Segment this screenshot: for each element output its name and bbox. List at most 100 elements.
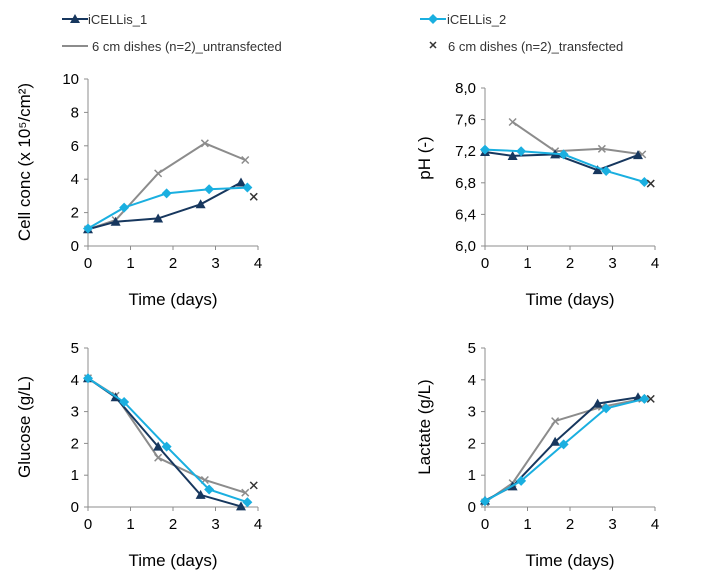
triangle-marker-icon — [70, 14, 80, 23]
y-tick-label: 5 — [468, 340, 476, 357]
y-axis-label: pH (-) — [415, 136, 434, 179]
chart-lactate: 0 1 2 3 4 5 0 1 2 3 4 Time (days) Lactate (g/L) — [415, 340, 659, 570]
y-tick-label: 4 — [468, 372, 476, 389]
data-point-icellis-1 — [236, 177, 246, 187]
y-tick-label: 1 — [468, 467, 476, 484]
chart-cell-conc: 0 2 4 6 8 10 0 1 2 3 4 Time (days) Cell conc (x 10⁵/… — [15, 71, 262, 309]
x-tick-label: 0 — [481, 516, 489, 533]
data-point-icellis-1 — [592, 398, 603, 408]
data-point-icellis-2 — [242, 182, 253, 193]
x-tick-label: 4 — [651, 516, 659, 533]
data-point-icellis-2 — [83, 223, 93, 234]
data-point-icellis-1 — [195, 489, 206, 499]
y-tick-label: 2 — [71, 205, 79, 222]
data-point-untransfected — [200, 139, 209, 148]
data-point-icellis-2 — [558, 439, 569, 450]
x-tick-label: 1 — [523, 516, 531, 533]
x-tick-label: 3 — [608, 255, 616, 272]
y-tick-label: 1 — [71, 467, 79, 484]
data-point-untransfected — [241, 155, 250, 165]
data-point-untransfected — [508, 117, 517, 127]
y-tick-label: 4 — [71, 171, 79, 188]
data-point-icellis-1 — [507, 150, 518, 160]
series-line-untransfected — [484, 397, 643, 504]
data-point-icellis-2 — [601, 165, 612, 176]
series-line-icellis-1 — [87, 377, 242, 508]
data-point-icellis-2 — [558, 149, 569, 160]
data-point-icellis-2 — [119, 397, 130, 408]
data-point-icellis-2 — [242, 497, 253, 508]
legend-entry-untransfected: 6 cm dishes (n=2)_untransfected — [62, 39, 282, 54]
data-point-icellis-1 — [633, 150, 643, 160]
x-tick-label: 1 — [126, 516, 134, 533]
x-tick-label: 1 — [523, 255, 531, 272]
x-axis-label: Time (days) — [525, 290, 614, 309]
data-point-untransfected — [154, 169, 163, 178]
legend-entry-icellis-2: iCELLis_2 — [420, 12, 506, 27]
y-tick-label: 0 — [71, 499, 79, 516]
diamond-marker-icon — [428, 14, 438, 24]
data-point-icellis-2 — [161, 441, 172, 452]
x-tick-label: 0 — [84, 516, 92, 533]
y-axis-label: Cell conc (x 10⁵/cm²) — [15, 83, 34, 241]
data-point-icellis-2 — [204, 484, 215, 495]
data-point-icellis-1 — [153, 213, 164, 223]
legend-entry-icellis-1: iCELLis_1 — [62, 12, 147, 27]
legend: iCELLis_1 iCELLis_2 6 cm dishes (n=2)_un… — [62, 12, 623, 54]
data-point-icellis-2 — [639, 177, 650, 188]
data-point-icellis-1 — [110, 216, 121, 226]
data-point-icellis-1 — [592, 165, 603, 175]
x-axis-label: Time (days) — [128, 551, 217, 570]
data-point-untransfected — [241, 488, 250, 497]
y-tick-label: 8 — [71, 104, 79, 121]
data-point-icellis-2 — [639, 393, 650, 404]
y-axis-label: Lactate (g/L) — [415, 379, 434, 474]
data-point-icellis-2 — [480, 496, 490, 507]
data-point-icellis-1 — [236, 501, 246, 511]
x-tick-label: 2 — [566, 516, 574, 533]
x-tick-label: 2 — [169, 255, 177, 272]
data-point-icellis-2 — [119, 202, 130, 213]
data-point-icellis-2 — [204, 184, 215, 195]
x-tick-label: 0 — [481, 255, 489, 272]
data-point-icellis-2 — [516, 475, 527, 486]
legend-entry-transfected: 6 cm dishes (n=2)_transfected — [429, 39, 623, 54]
y-tick-label: 10 — [62, 71, 79, 88]
y-tick-label: 6,4 — [455, 206, 476, 223]
x-axis-label: Time (days) — [525, 551, 614, 570]
data-point-icellis-1 — [550, 436, 561, 446]
chart-ph: 6,0 6,4 6,8 7,2 7,6 8,0 0 1 2 3 4 Time (days) pH (-) — [415, 80, 659, 309]
data-point-transfected — [249, 192, 258, 201]
y-tick-label: 6 — [71, 138, 79, 155]
y-tick-label: 3 — [71, 404, 79, 421]
y-tick-label: 6,8 — [455, 175, 476, 192]
data-point-transfected — [646, 394, 655, 403]
y-tick-label: 6,0 — [455, 238, 476, 255]
y-tick-label: 8,0 — [455, 80, 476, 97]
x-tick-label: 0 — [84, 255, 92, 272]
legend-label-icellis-1: iCELLis_1 — [88, 12, 147, 27]
y-tick-label: 0 — [71, 238, 79, 255]
data-point-icellis-2 — [516, 146, 527, 157]
x-marker-icon — [429, 41, 437, 49]
data-point-icellis-2 — [601, 403, 612, 414]
x-tick-label: 4 — [254, 516, 262, 533]
data-point-icellis-2 — [480, 144, 490, 155]
x-tick-label: 1 — [126, 255, 134, 272]
x-tick-label: 4 — [254, 255, 262, 272]
data-point-icellis-1 — [195, 199, 206, 209]
y-axis-label: Glucose (g/L) — [15, 376, 34, 478]
series-line-icellis-2 — [87, 377, 248, 504]
data-point-untransfected — [597, 144, 606, 153]
chart-glucose: 0 1 2 3 4 5 0 1 2 3 4 Time (days) Glucose (g/L) — [15, 340, 262, 570]
x-tick-label: 3 — [211, 255, 219, 272]
legend-label-untransfected: 6 cm dishes (n=2)_untransfected — [92, 39, 282, 54]
data-point-icellis-1 — [153, 441, 164, 451]
x-tick-label: 4 — [651, 255, 659, 272]
y-tick-label: 2 — [468, 435, 476, 452]
x-tick-label: 2 — [169, 516, 177, 533]
series-line-untransfected — [512, 121, 643, 156]
y-tick-label: 7,6 — [455, 112, 476, 129]
x-tick-label: 3 — [608, 516, 616, 533]
